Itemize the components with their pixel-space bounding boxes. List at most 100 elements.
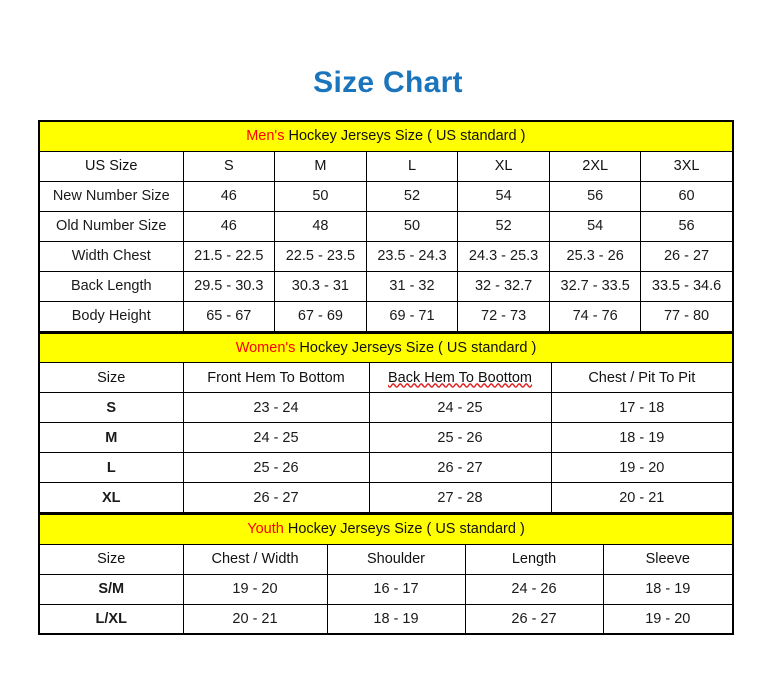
mens-col-header-5: 2XL [548,150,642,182]
youth-cell-0-1: 16 - 17 [326,573,466,605]
mens-header-rest: Hockey Jerseys Size ( US standard ) [284,128,526,145]
youth-cell-0-0: 19 - 20 [182,573,328,605]
mens-cell-2-4: 25.3 - 26 [548,240,642,272]
youth-col-header-1: Chest / Width [182,543,328,575]
table-row: S/M 19 - 20 16 - 17 24 - 26 18 - 19 [38,573,734,605]
mens-cell-3-2: 31 - 32 [365,270,459,302]
mens-cell-4-1: 67 - 69 [274,300,367,332]
youth-column-header-row: Size Chest / Width Shoulder Length Sleev… [38,543,734,575]
mens-row-label-0: New Number Size [38,180,184,212]
mens-cell-2-0: 21.5 - 22.5 [182,240,276,272]
youth-cell-0-3: 18 - 19 [602,573,734,605]
womens-row-label-3: XL [38,482,184,513]
mens-cell-4-0: 65 - 67 [182,300,276,332]
table-row: XL 26 - 27 27 - 28 20 - 21 [38,482,734,513]
womens-cell-2-2: 19 - 20 [550,452,734,483]
womens-cell-2-1: 26 - 27 [368,452,552,483]
mens-cell-2-1: 22.5 - 23.5 [274,240,367,272]
womens-cell-0-1: 24 - 25 [368,392,552,423]
youth-section-header-row: Youth Hockey Jerseys Size ( US standard … [38,513,734,545]
youth-size-table: Youth Hockey Jerseys Size ( US standard … [38,513,735,635]
mens-row-label-4: Body Height [38,300,184,332]
mens-cell-2-3: 24.3 - 25.3 [457,240,550,272]
table-row: Back Length 29.5 - 30.3 30.3 - 31 31 - 3… [38,270,734,302]
mens-cell-1-0: 46 [182,210,276,242]
mens-cell-0-5: 60 [640,180,734,212]
mens-cell-0-4: 56 [548,180,642,212]
youth-col-header-3: Length [464,543,604,575]
mens-cell-2-5: 26 - 27 [640,240,734,272]
table-row: L/XL 20 - 21 18 - 19 26 - 27 19 - 20 [38,603,734,635]
youth-header-accent: Youth [247,521,284,538]
womens-cell-0-0: 23 - 24 [182,392,370,423]
womens-col-header-0: Size [38,362,184,393]
youth-cell-1-1: 18 - 19 [326,603,466,635]
page-title: Size Chart [313,66,463,99]
mens-cell-3-4: 32.7 - 33.5 [548,270,642,302]
mens-cell-3-5: 33.5 - 34.6 [640,270,734,302]
womens-section-header-row: Women's Hockey Jerseys Size ( US standar… [38,332,734,363]
youth-cell-1-2: 26 - 27 [464,603,604,635]
mens-col-header-1: S [182,150,276,182]
youth-header-rest: Hockey Jerseys Size ( US standard ) [283,521,525,538]
mens-col-header-4: XL [457,150,550,182]
youth-cell-1-0: 20 - 21 [182,603,328,635]
mens-cell-1-4: 54 [548,210,642,242]
womens-cell-2-0: 25 - 26 [182,452,370,483]
table-row: Width Chest 21.5 - 22.5 22.5 - 23.5 23.5… [38,240,734,272]
mens-cell-4-2: 69 - 71 [365,300,459,332]
mens-cell-0-2: 52 [365,180,459,212]
womens-cell-3-2: 20 - 21 [550,482,734,513]
mens-header-accent: Men's [246,128,285,145]
womens-row-label-0: S [38,392,184,423]
womens-column-header-row: Size Front Hem To Bottom Back Hem To Boo… [38,362,734,393]
mens-cell-3-0: 29.5 - 30.3 [182,270,276,302]
womens-row-label-1: M [38,422,184,453]
table-row: S 23 - 24 24 - 25 17 - 18 [38,392,734,423]
youth-cell-1-3: 19 - 20 [602,603,734,635]
mens-col-header-3: L [365,150,459,182]
mens-cell-1-1: 48 [274,210,367,242]
mens-row-label-2: Width Chest [38,240,184,272]
womens-header-accent: Women's [235,339,296,356]
mens-cell-3-3: 32 - 32.7 [457,270,550,302]
womens-cell-1-2: 18 - 19 [550,422,734,453]
womens-cell-0-2: 17 - 18 [550,392,734,423]
mens-size-table: Men's Hockey Jerseys Size ( US standard … [38,120,734,332]
mens-row-label-3: Back Length [38,270,184,302]
mens-col-header-2: M [274,150,367,182]
mens-col-header-0: US Size [38,150,184,182]
youth-col-header-4: Sleeve [602,543,734,575]
womens-col-header-1: Front Hem To Bottom [182,362,370,393]
womens-col-header-2-text: Back Hem To Boottom [388,369,532,386]
womens-cell-3-0: 26 - 27 [182,482,370,513]
womens-header-rest: Hockey Jerseys Size ( US standard ) [295,339,537,356]
table-row: L 25 - 26 26 - 27 19 - 20 [38,452,734,483]
mens-cell-4-3: 72 - 73 [457,300,550,332]
youth-row-label-1: L/XL [38,603,184,635]
mens-row-label-1: Old Number Size [38,210,184,242]
womens-cell-1-0: 24 - 25 [182,422,370,453]
size-tables-container: Men's Hockey Jerseys Size ( US standard … [38,120,735,635]
mens-cell-3-1: 30.3 - 31 [274,270,367,302]
table-row: Body Height 65 - 67 67 - 69 69 - 71 72 -… [38,300,734,332]
womens-section-header: Women's Hockey Jerseys Size ( US standar… [38,332,734,363]
womens-col-header-3: Chest / Pit To Pit [550,362,734,393]
mens-cell-1-3: 52 [457,210,550,242]
womens-col-header-2: Back Hem To Boottom [368,362,552,393]
youth-col-header-0: Size [38,543,184,575]
table-row: Old Number Size 46 48 50 52 54 56 [38,210,734,242]
mens-col-header-6: 3XL [640,150,734,182]
mens-cell-1-5: 56 [640,210,734,242]
youth-col-header-2: Shoulder [326,543,466,575]
mens-cell-0-1: 50 [274,180,367,212]
mens-column-header-row: US Size S M L XL 2XL 3XL [38,150,734,182]
mens-section-header-row: Men's Hockey Jerseys Size ( US standard … [38,120,734,152]
mens-cell-0-3: 54 [457,180,550,212]
womens-cell-1-1: 25 - 26 [368,422,552,453]
youth-cell-0-2: 24 - 26 [464,573,604,605]
mens-cell-2-2: 23.5 - 24.3 [365,240,459,272]
womens-size-table: Women's Hockey Jerseys Size ( US standar… [38,331,735,513]
mens-cell-0-0: 46 [182,180,276,212]
